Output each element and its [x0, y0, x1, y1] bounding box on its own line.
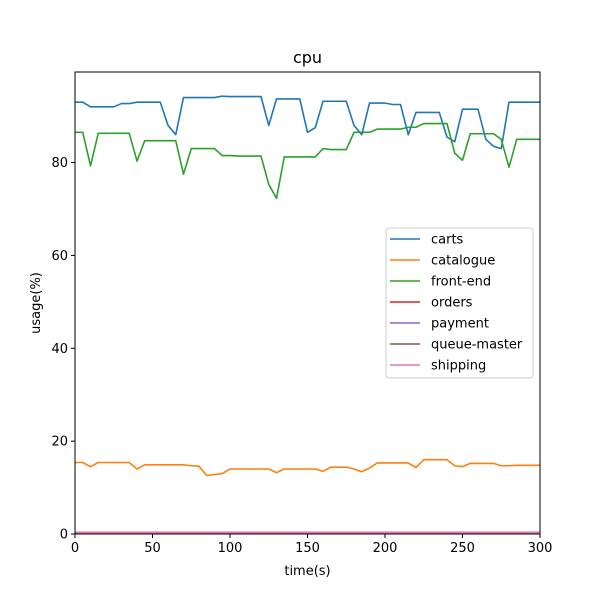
legend-box [385, 227, 534, 379]
legend-label-carts: carts [431, 233, 464, 248]
x-tick-label: 50 [144, 541, 161, 556]
series-line-front-end [75, 122, 540, 200]
x-tick-label: 150 [295, 541, 320, 556]
y-axis-ticks: 0 20 40 60 80 [51, 156, 75, 543]
x-tick-label: 300 [528, 541, 553, 556]
series-lines [75, 95, 540, 534]
legend-label-shipping: shipping [431, 359, 486, 374]
x-axis-ticks: 0 50 100 150 200 250 300 [71, 534, 553, 556]
legend: carts catalogue front-end orders payment queu… [385, 227, 534, 379]
x-tick-label: 250 [450, 541, 475, 556]
chart-title: cpu [293, 48, 322, 67]
legend-items: carts catalogue front-end orders payment queu… [390, 233, 523, 374]
series-line-catalogue [75, 458, 540, 477]
x-axis-label: time(s) [284, 564, 330, 579]
y-tick-label: 60 [51, 249, 68, 264]
legend-label-front-end: front-end [431, 275, 491, 290]
legend-label-orders: orders [431, 296, 473, 311]
x-tick-label: 0 [71, 541, 79, 556]
y-tick-label: 20 [51, 435, 68, 450]
x-tick-label: 200 [373, 541, 398, 556]
y-axis-label: usage(%) [29, 272, 44, 334]
y-tick-label: 80 [51, 156, 68, 171]
legend-label-payment: payment [431, 317, 489, 332]
y-tick-label: 40 [51, 342, 68, 357]
legend-label-queue-master: queue-master [431, 338, 523, 353]
y-tick-label: 0 [60, 528, 68, 543]
x-tick-label: 100 [218, 541, 243, 556]
legend-label-catalogue: catalogue [431, 254, 495, 269]
series-line-carts [75, 95, 540, 150]
